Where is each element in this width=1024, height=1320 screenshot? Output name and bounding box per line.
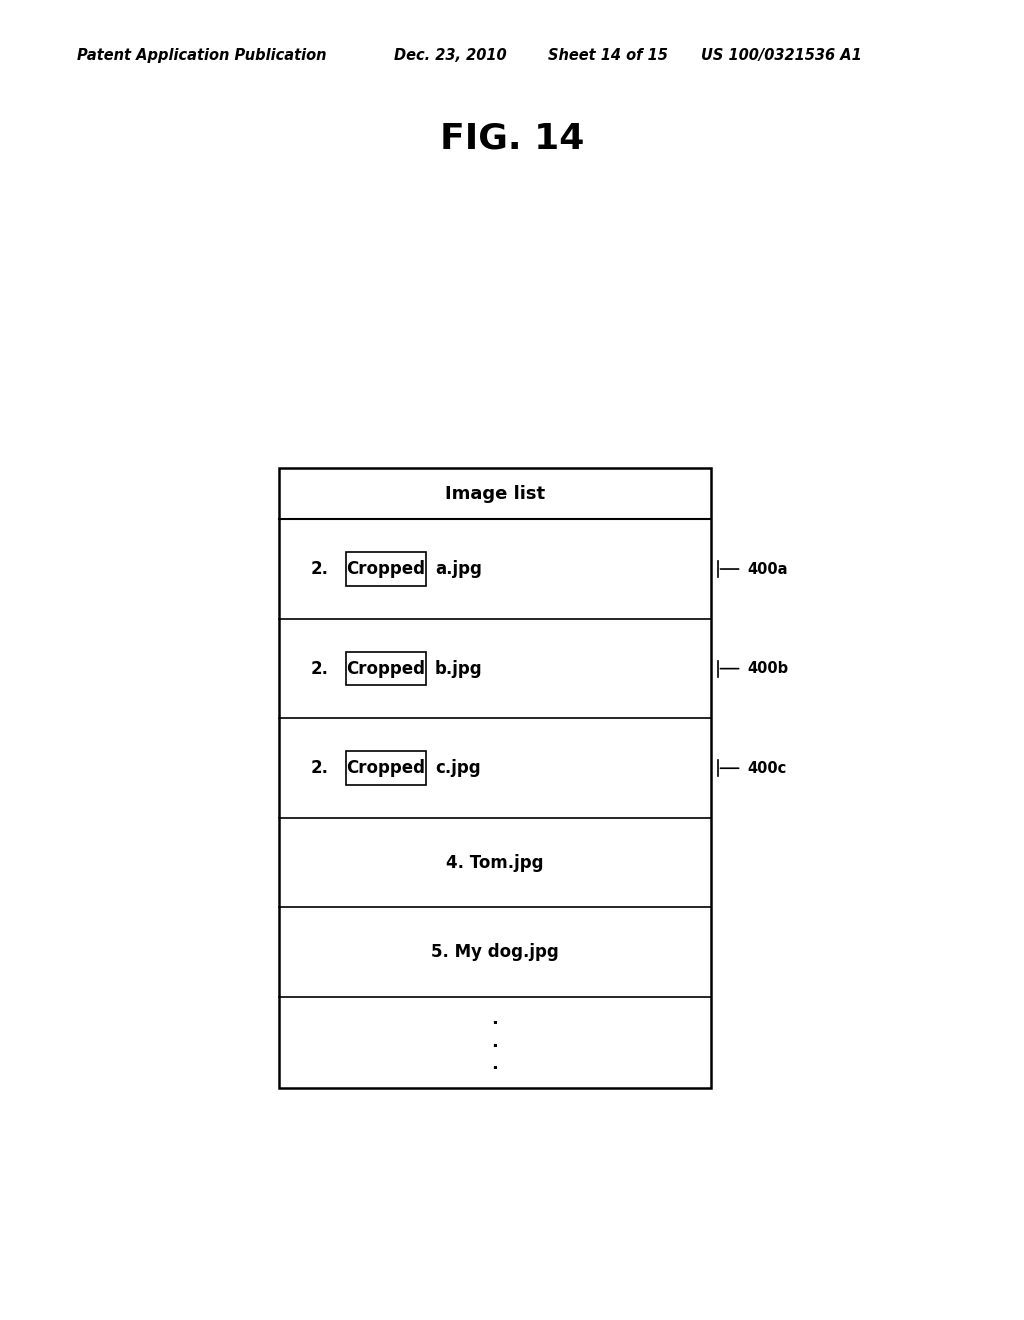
Text: 400c: 400c [748,760,786,776]
Text: .: . [492,1055,499,1073]
Text: Cropped: Cropped [346,560,425,578]
Text: 2.: 2. [310,759,329,777]
Text: 2.: 2. [310,660,329,677]
Text: 400a: 400a [748,561,787,577]
Bar [346,652,426,685]
Text: .: . [492,1010,499,1028]
Bar [346,552,426,586]
Text: a.jpg: a.jpg [435,560,482,578]
Text: 4. Tom.jpg: 4. Tom.jpg [446,854,544,871]
Text: 400b: 400b [748,661,788,676]
Text: 2.: 2. [310,560,329,578]
Bar [279,469,712,1089]
Text: Sheet 14 of 15: Sheet 14 of 15 [548,48,668,63]
Text: Cropped: Cropped [346,759,425,777]
Bar [346,751,426,785]
Text: Dec. 23, 2010: Dec. 23, 2010 [394,48,507,63]
Text: Patent Application Publication: Patent Application Publication [77,48,327,63]
Text: Cropped: Cropped [346,660,425,677]
Text: b.jpg: b.jpg [435,660,482,677]
Text: c.jpg: c.jpg [435,759,480,777]
Text: Image list: Image list [445,484,545,503]
Text: US 100/0321536 A1: US 100/0321536 A1 [701,48,862,63]
Text: FIG. 14: FIG. 14 [440,121,584,156]
Text: 5. My dog.jpg: 5. My dog.jpg [431,944,559,961]
Text: .: . [492,1032,499,1051]
